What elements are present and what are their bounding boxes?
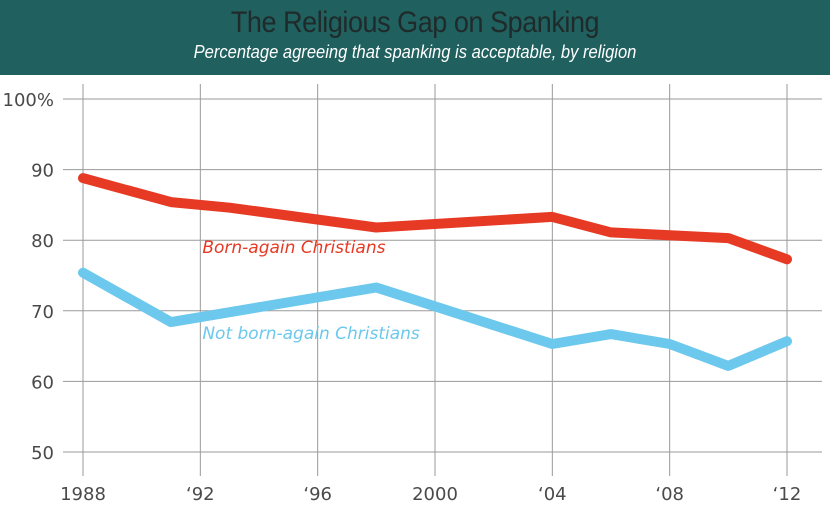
series-label-not-born-again: Not born-again Christians bbox=[202, 324, 420, 344]
y-tick-label: 100% bbox=[3, 90, 54, 111]
x-tick-label: ‘92 bbox=[186, 484, 215, 505]
y-tick-label: 80 bbox=[31, 231, 54, 252]
x-tick-label: 2000 bbox=[412, 484, 458, 505]
y-tick-label: 50 bbox=[31, 443, 54, 464]
x-tick-label: ‘04 bbox=[538, 484, 567, 505]
series-line-born-again bbox=[78, 173, 792, 265]
grid bbox=[63, 84, 822, 476]
chart-subtitle: Percentage agreeing that spanking is acc… bbox=[193, 42, 637, 62]
chart-header: The Religious Gap on Spanking Percentage… bbox=[0, 0, 830, 75]
x-tick-label: ‘96 bbox=[303, 484, 332, 505]
y-tick-label: 90 bbox=[31, 161, 54, 182]
series-labels: Born-again Christians Not born-again Chri… bbox=[202, 238, 420, 344]
y-tick-label: 70 bbox=[31, 302, 54, 323]
series-line-not-born-again bbox=[78, 267, 792, 371]
y-axis: 100% 90 80 70 60 50 bbox=[3, 90, 54, 464]
x-tick-label: 1988 bbox=[60, 484, 106, 505]
chart-title: The Religious Gap on Spanking bbox=[230, 6, 600, 39]
x-tick-label: ‘08 bbox=[655, 484, 684, 505]
series-label-born-again: Born-again Christians bbox=[202, 238, 385, 258]
x-tick-label: ‘12 bbox=[773, 484, 802, 505]
x-axis: 1988 ‘92 ‘96 2000 ‘04 ‘08 ‘12 bbox=[60, 484, 801, 505]
y-tick-label: 60 bbox=[31, 372, 54, 393]
series bbox=[78, 173, 792, 371]
